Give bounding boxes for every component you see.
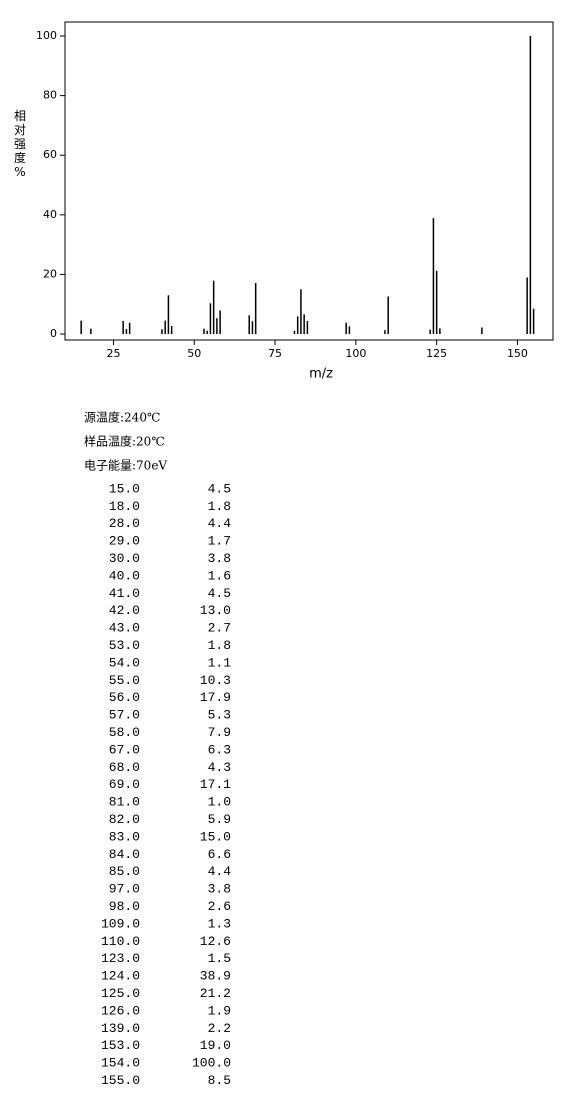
mz-value: 43.0: [109, 621, 140, 636]
mz-value: 69.0: [109, 777, 140, 792]
mz-value: 84.0: [109, 847, 140, 862]
intensity-value: 17.1: [200, 777, 231, 792]
intensity-value: 4.5: [208, 481, 231, 496]
x-axis-label: m/z: [309, 367, 333, 382]
x-tick-label: 125: [426, 347, 447, 360]
intensity-value: 7.9: [208, 725, 231, 740]
mz-value: 18.0: [109, 499, 140, 514]
intensity-value: 6.3: [208, 742, 231, 757]
intensity-value: 12.6: [200, 934, 231, 949]
mz-value: 109.0: [101, 916, 140, 931]
mz-value: 30.0: [109, 551, 140, 566]
mz-value: 110.0: [101, 934, 140, 949]
intensity-value: 19.0: [200, 1038, 231, 1053]
mz-value: 82.0: [109, 812, 140, 827]
intensity-value: 1.6: [208, 568, 231, 583]
intensity-value: 15.0: [200, 829, 231, 844]
intensity-value: 4.5: [208, 586, 231, 601]
intensity-value: 3.8: [208, 551, 231, 566]
mz-value: 15.0: [109, 481, 140, 496]
y-tick-label: 80: [43, 89, 57, 102]
mz-value: 57.0: [109, 708, 140, 723]
x-tick-label: 25: [106, 347, 120, 360]
intensity-value: 17.9: [200, 690, 231, 705]
intensity-value: 1.0: [208, 795, 231, 810]
mz-value: 85.0: [109, 864, 140, 879]
plot-frame: [64, 21, 554, 341]
mz-value: 67.0: [109, 742, 140, 757]
intensity-value: 8.5: [208, 1073, 231, 1088]
condition: 源温度:240℃: [84, 410, 160, 425]
mz-value: 155.0: [101, 1073, 140, 1088]
mz-value: 53.0: [109, 638, 140, 653]
mz-value: 41.0: [109, 586, 140, 601]
intensity-value: 4.4: [208, 516, 232, 531]
y-tick-label: 100: [36, 29, 57, 42]
mz-value: 98.0: [109, 899, 140, 914]
mz-value: 123.0: [101, 951, 140, 966]
mz-value: 153.0: [101, 1038, 140, 1053]
mz-value: 56.0: [109, 690, 140, 705]
intensity-value: 2.2: [208, 1021, 231, 1036]
mz-value: 154.0: [101, 1056, 140, 1071]
x-tick-label: 100: [345, 347, 366, 360]
mz-value: 126.0: [101, 1003, 140, 1018]
intensity-value: 100.0: [192, 1056, 231, 1071]
intensity-value: 5.3: [208, 708, 231, 723]
mz-value: 55.0: [109, 673, 140, 688]
mz-value: 139.0: [101, 1021, 140, 1036]
intensity-value: 2.6: [208, 899, 231, 914]
intensity-value: 6.6: [208, 847, 231, 862]
mz-value: 124.0: [101, 969, 140, 984]
x-tick-label: 50: [187, 347, 201, 360]
intensity-value: 1.8: [208, 638, 231, 653]
mz-value: 83.0: [109, 829, 140, 844]
mz-value: 29.0: [109, 534, 140, 549]
intensity-value: 5.9: [208, 812, 231, 827]
mz-value: 54.0: [109, 655, 140, 670]
y-axis-label: 相对强度%: [14, 109, 26, 179]
y-tick-label: 40: [43, 208, 57, 221]
y-tick-label: 60: [43, 148, 57, 161]
mz-value: 58.0: [109, 725, 140, 740]
intensity-value: 38.9: [200, 969, 231, 984]
y-tick-label: 20: [43, 267, 57, 280]
intensity-value: 1.9: [208, 1003, 231, 1018]
intensity-value: 13.0: [200, 603, 231, 618]
intensity-value: 4.3: [208, 760, 231, 775]
intensity-value: 1.5: [208, 951, 231, 966]
condition: 样品温度:20℃: [84, 434, 165, 449]
y-tick-label: 0: [50, 327, 57, 340]
intensity-value: 1.8: [208, 499, 231, 514]
x-tick-label: 150: [507, 347, 528, 360]
intensity-value: 1.3: [208, 916, 231, 931]
intensity-value: 21.2: [200, 986, 231, 1001]
condition: 电子能量:70eV: [84, 459, 167, 473]
mz-value: 40.0: [109, 568, 140, 583]
mz-value: 97.0: [109, 882, 140, 897]
intensity-value: 10.3: [200, 673, 231, 688]
mz-value: 28.0: [109, 516, 140, 531]
mz-value: 81.0: [109, 795, 140, 810]
intensity-value: 1.1: [208, 655, 232, 670]
mz-value: 68.0: [109, 760, 140, 775]
intensity-value: 3.8: [208, 882, 231, 897]
intensity-value: 2.7: [208, 621, 231, 636]
mz-value: 125.0: [101, 986, 140, 1001]
intensity-value: 4.4: [208, 864, 232, 879]
intensity-value: 1.7: [208, 534, 231, 549]
x-tick-label: 75: [268, 347, 282, 360]
mz-value: 42.0: [109, 603, 140, 618]
